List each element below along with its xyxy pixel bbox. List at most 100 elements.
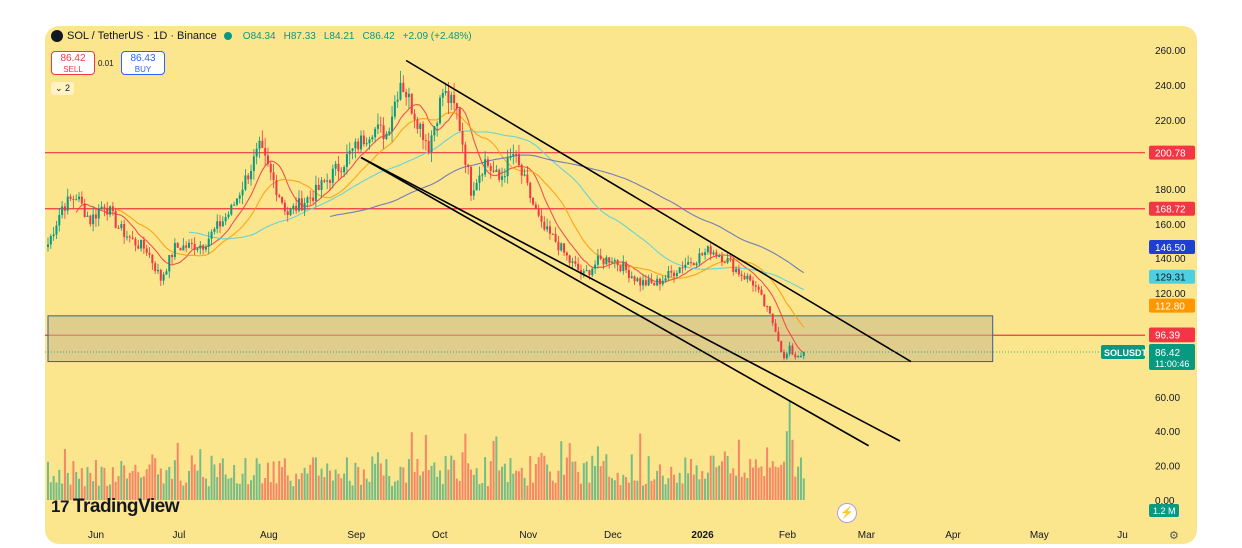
- candle-body: [196, 248, 199, 250]
- candle-body: [368, 139, 371, 144]
- candle-body: [625, 262, 628, 271]
- volume-bar: [306, 473, 309, 500]
- volume-bar: [193, 464, 196, 500]
- volume-bar: [774, 466, 777, 500]
- volume-bar: [250, 480, 253, 500]
- volume-bar: [653, 479, 656, 500]
- volume-bar: [591, 455, 594, 500]
- candle-body: [740, 274, 743, 276]
- candle-body: [362, 135, 365, 145]
- candle-body: [182, 245, 185, 251]
- volume-bar: [692, 474, 695, 500]
- candle-body: [306, 197, 309, 204]
- candle-body: [145, 248, 148, 253]
- volume-bar: [520, 467, 523, 500]
- candle-body: [489, 165, 492, 171]
- x-tick-label: Mar: [858, 530, 876, 541]
- volume-bar: [489, 461, 492, 500]
- candle-body: [176, 243, 179, 248]
- buy-button[interactable]: 86.43 BUY: [121, 51, 165, 75]
- volume-bar: [419, 475, 422, 500]
- volume-bar: [89, 472, 92, 500]
- volume-bar: [78, 478, 81, 500]
- candle-body: [365, 143, 368, 145]
- volume-bar: [611, 478, 613, 500]
- candle-body: [92, 214, 95, 225]
- volume-bar: [120, 460, 123, 500]
- volume-bar: [625, 477, 628, 500]
- volume-bar: [52, 475, 55, 500]
- volume-bar: [63, 448, 66, 500]
- volume-bar: [114, 481, 117, 500]
- volume-bar: [746, 477, 749, 500]
- candle-body: [766, 306, 769, 308]
- x-tick-label: Oct: [432, 530, 448, 541]
- sell-button[interactable]: 86.42 SELL: [51, 51, 95, 75]
- candle-body: [565, 252, 568, 256]
- volume-bar: [768, 467, 771, 500]
- candle-body: [331, 168, 334, 183]
- candle-body: [783, 352, 786, 359]
- volume-bar: [568, 443, 571, 500]
- volume-bar: [712, 455, 715, 500]
- candle-body: [687, 262, 690, 265]
- lightning-icon[interactable]: ⚡: [837, 503, 857, 523]
- candle-body: [422, 123, 425, 141]
- candle-body: [551, 233, 554, 235]
- tradingview-logo[interactable]: 17 TradingView: [51, 496, 180, 518]
- candle-body: [537, 209, 540, 216]
- volume-bar: [633, 480, 636, 500]
- candle-body: [233, 204, 236, 206]
- volume-bar: [379, 463, 382, 500]
- candle-body: [238, 195, 241, 199]
- volume-bar: [563, 474, 566, 500]
- candle-body: [794, 354, 797, 358]
- volume-bar: [548, 471, 551, 500]
- candle-body: [574, 261, 577, 264]
- volume-bar: [49, 482, 52, 500]
- candle-body: [470, 166, 472, 196]
- candle-body: [295, 205, 298, 211]
- volume-bar: [168, 466, 171, 500]
- price-chart[interactable]: 260.00240.00220.00200.00180.00160.00140.…: [45, 26, 1197, 544]
- current-price-tag-bg: [1149, 344, 1195, 370]
- volume-bar: [295, 473, 298, 500]
- candle-body: [255, 148, 258, 157]
- volume-bar: [447, 469, 450, 500]
- volume-bar: [670, 466, 673, 500]
- volume-bar: [190, 455, 193, 500]
- solana-logo-icon: [51, 30, 63, 42]
- candle-body: [382, 125, 385, 139]
- volume-bar: [227, 478, 230, 500]
- candle-body: [351, 148, 354, 151]
- candle-body: [667, 271, 670, 279]
- volume-bar: [636, 480, 639, 500]
- chart-panel[interactable]: 260.00240.00220.00200.00180.00160.00140.…: [45, 26, 1197, 544]
- volume-bar: [340, 478, 343, 500]
- candle-body: [190, 242, 193, 244]
- volume-bar: [740, 476, 743, 500]
- candle-body: [729, 258, 732, 260]
- volume-bar: [577, 472, 580, 500]
- candle-body: [658, 278, 661, 285]
- candle-body: [715, 252, 718, 257]
- volume-bar: [732, 468, 735, 500]
- candle-body: [343, 166, 346, 173]
- volume-bar: [399, 466, 402, 500]
- candle-body: [371, 137, 374, 140]
- indicators-toggle[interactable]: ⌄ 2: [51, 82, 75, 95]
- gear-icon[interactable]: ⚙: [1169, 530, 1179, 542]
- symbol-title[interactable]: SOL / TetherUS · 1D · Binance: [67, 30, 217, 42]
- candle-body: [340, 171, 343, 173]
- candle-body: [250, 170, 253, 180]
- candle-body: [334, 163, 337, 169]
- volume-bar: [534, 464, 537, 500]
- volume-bar: [532, 482, 535, 500]
- x-tick-label: May: [1030, 530, 1049, 541]
- candle-body: [568, 255, 571, 263]
- candle-body: [515, 154, 518, 156]
- volume-bar: [715, 467, 718, 500]
- candle-body: [689, 262, 692, 264]
- candle-body: [235, 198, 238, 205]
- candle-body: [58, 215, 61, 226]
